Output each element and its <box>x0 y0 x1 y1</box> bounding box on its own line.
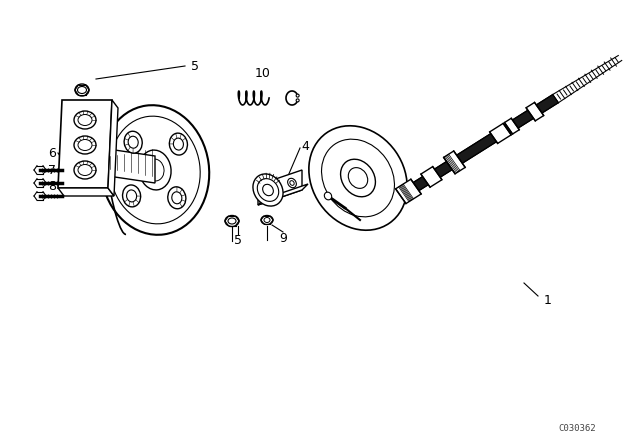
Text: 4: 4 <box>301 139 309 152</box>
Ellipse shape <box>290 181 294 185</box>
Text: C030362: C030362 <box>558 423 596 432</box>
Ellipse shape <box>324 192 332 200</box>
Ellipse shape <box>172 192 182 204</box>
Text: 5: 5 <box>191 60 199 73</box>
Ellipse shape <box>348 168 368 189</box>
Ellipse shape <box>124 131 142 153</box>
Polygon shape <box>504 118 519 134</box>
Ellipse shape <box>287 178 296 188</box>
Ellipse shape <box>225 215 239 227</box>
Text: 5: 5 <box>234 233 242 246</box>
Ellipse shape <box>100 105 209 235</box>
Ellipse shape <box>268 188 272 192</box>
Text: 8: 8 <box>48 180 56 193</box>
Ellipse shape <box>264 217 270 223</box>
Polygon shape <box>490 123 511 143</box>
Ellipse shape <box>309 126 407 230</box>
Text: 6: 6 <box>48 146 56 159</box>
Ellipse shape <box>170 133 188 155</box>
Polygon shape <box>58 188 114 196</box>
Text: 2: 2 <box>384 150 392 163</box>
Ellipse shape <box>122 185 141 207</box>
Ellipse shape <box>78 164 92 176</box>
Ellipse shape <box>340 159 376 197</box>
Ellipse shape <box>173 138 184 150</box>
Ellipse shape <box>78 115 92 125</box>
Ellipse shape <box>146 159 164 181</box>
Ellipse shape <box>74 111 96 129</box>
Polygon shape <box>387 95 559 207</box>
Polygon shape <box>526 103 544 121</box>
Text: 1: 1 <box>544 293 552 306</box>
Polygon shape <box>258 170 302 205</box>
Ellipse shape <box>257 179 278 202</box>
Ellipse shape <box>110 116 200 224</box>
Polygon shape <box>258 184 308 205</box>
Ellipse shape <box>262 184 273 196</box>
Ellipse shape <box>266 185 275 195</box>
Ellipse shape <box>75 84 89 96</box>
Ellipse shape <box>78 139 92 151</box>
Text: 3: 3 <box>349 143 357 156</box>
Polygon shape <box>444 151 465 174</box>
Ellipse shape <box>77 86 86 94</box>
Ellipse shape <box>168 187 186 209</box>
Ellipse shape <box>296 94 299 97</box>
Polygon shape <box>108 100 118 196</box>
Polygon shape <box>396 179 421 203</box>
Ellipse shape <box>74 136 96 154</box>
Text: 7: 7 <box>48 164 56 177</box>
Ellipse shape <box>261 215 273 224</box>
Text: 9: 9 <box>279 232 287 245</box>
Ellipse shape <box>139 150 171 190</box>
Polygon shape <box>58 100 112 188</box>
Ellipse shape <box>296 99 299 102</box>
Ellipse shape <box>74 161 96 179</box>
Ellipse shape <box>321 139 394 217</box>
Ellipse shape <box>127 190 136 202</box>
Ellipse shape <box>253 174 283 206</box>
Ellipse shape <box>128 136 138 148</box>
Text: 10: 10 <box>255 66 271 79</box>
Polygon shape <box>108 149 155 183</box>
Polygon shape <box>421 167 442 187</box>
Ellipse shape <box>228 218 236 224</box>
